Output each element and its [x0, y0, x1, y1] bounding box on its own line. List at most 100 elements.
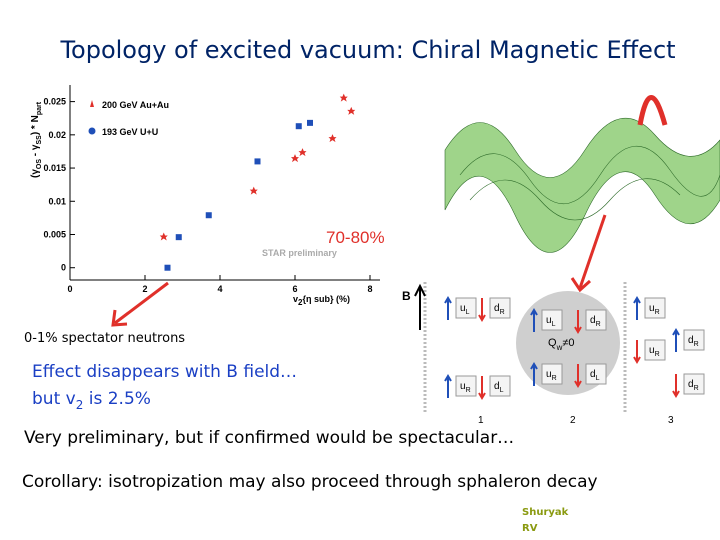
marker: [249, 186, 258, 195]
effect-text: is 2.5%: [83, 389, 151, 409]
y-tick-label: 0.025: [43, 97, 66, 107]
quark-box: [585, 363, 607, 385]
spin-arrow: [574, 310, 582, 334]
annotation: 70-80%: [326, 228, 385, 247]
spin-arrow: [574, 364, 582, 388]
legend-marker: [90, 100, 94, 107]
spin-arrow: [444, 374, 452, 398]
step-label: 1: [478, 415, 484, 426]
quark-box: [585, 309, 607, 331]
charge-base: Q: [548, 337, 557, 349]
y-tick-label: 0: [61, 263, 66, 273]
quark-base: d: [688, 335, 694, 346]
slide-title: Topology of excited vacuum: Chiral Magne…: [59, 36, 675, 64]
quark-sub: R: [500, 309, 505, 316]
marker: [175, 234, 182, 241]
y-tick-label: 0.02: [48, 130, 66, 140]
quark-label: uR: [460, 381, 471, 394]
quark-sub: L: [596, 375, 600, 382]
quark-label: uR: [649, 345, 660, 358]
chart-area: [60, 80, 385, 280]
quark-base: d: [494, 381, 500, 392]
footer-tag: RV: [522, 523, 538, 534]
charge-sub: w: [556, 343, 563, 352]
marker: [205, 212, 212, 219]
quark-box: [644, 339, 666, 361]
y-tick-label: 0.01: [48, 196, 66, 206]
x-axis-label: v2{η sub} (%): [293, 294, 350, 307]
corollary-text: Corollary: isotropization may also proce…: [22, 472, 598, 492]
spin-arrow: [478, 376, 486, 400]
quark-label: uR: [546, 369, 557, 382]
effect-text: but v: [32, 389, 76, 409]
x-label-sub: 2: [298, 298, 303, 307]
spin-arrow: [633, 296, 641, 320]
spin-arrow: [478, 298, 486, 322]
pointer-arrow: [570, 214, 607, 293]
y-tick-label: 0.015: [43, 163, 66, 173]
quark-base: d: [590, 369, 596, 380]
quark-label: dL: [590, 369, 600, 382]
quark-base: d: [688, 379, 694, 390]
quark-box: [455, 375, 477, 397]
x-tick-label: 6: [292, 284, 297, 294]
quark-sub: R: [694, 341, 699, 348]
quark-base: u: [546, 369, 552, 380]
quark-base: u: [649, 345, 655, 356]
marker: [291, 154, 299, 163]
quark-base: d: [590, 315, 596, 326]
pointer-arrow: [111, 281, 169, 327]
quark-label: dR: [590, 315, 601, 328]
quark-box: [683, 329, 705, 351]
marker: [339, 93, 348, 102]
footer-name: Shuryak: [522, 507, 569, 518]
y-label-part: part: [36, 101, 43, 115]
quark-label: dR: [688, 379, 699, 392]
quark-label: dR: [494, 303, 505, 316]
legend-label: 193 GeV U+U: [102, 127, 158, 137]
field-arrow: [414, 283, 426, 330]
quark-sub: R: [694, 385, 699, 392]
spin-arrow: [530, 362, 538, 386]
quark-base: u: [460, 303, 466, 314]
quark-base: u: [649, 303, 655, 314]
marker: [347, 106, 356, 115]
spin-arrow: [444, 296, 452, 320]
legend-marker: [88, 127, 96, 135]
x-tick-label: 8: [367, 284, 372, 294]
y-label-part: (γ: [30, 169, 41, 178]
charge-label: Qw≠0: [548, 337, 575, 352]
vacuum-surface: [444, 117, 720, 253]
y-label-part: SS: [36, 135, 43, 145]
quark-sub: R: [655, 309, 660, 316]
quark-box: [541, 363, 563, 385]
marker: [298, 148, 307, 157]
step-label: 3: [668, 415, 674, 426]
quark-box: [541, 309, 563, 331]
marker: [254, 158, 261, 165]
y-axis-label: (γOS - γSS) * Npart: [30, 101, 43, 178]
field-label: B: [402, 289, 411, 303]
quark-sub: L: [500, 387, 504, 394]
quark-sub: R: [655, 351, 660, 358]
quark-label: dR: [688, 335, 699, 348]
quark-box: [683, 373, 705, 395]
marker: [307, 119, 313, 126]
quark-box: [644, 297, 666, 319]
x-tick-label: 4: [217, 284, 222, 294]
marker: [164, 264, 171, 271]
spin-arrow: [672, 328, 680, 352]
curved-arrow: [637, 95, 668, 126]
y-label-part: - γ: [30, 144, 41, 159]
quark-sub: R: [552, 375, 557, 382]
callout: 0-1% spectator neutrons: [24, 331, 185, 346]
step-label: 2: [570, 415, 576, 426]
prelim-text: Very preliminary, but if confirmed would…: [24, 428, 514, 448]
quark-sub: L: [552, 321, 556, 328]
x-tick-label: 2: [142, 284, 147, 294]
quark-sub: R: [466, 387, 471, 394]
x-label-text: v: [293, 294, 298, 304]
legend-label: 200 GeV Au+Au: [102, 100, 169, 110]
quark-sub: R: [596, 321, 601, 328]
effect-line: Effect disappears with B field…: [32, 362, 297, 382]
